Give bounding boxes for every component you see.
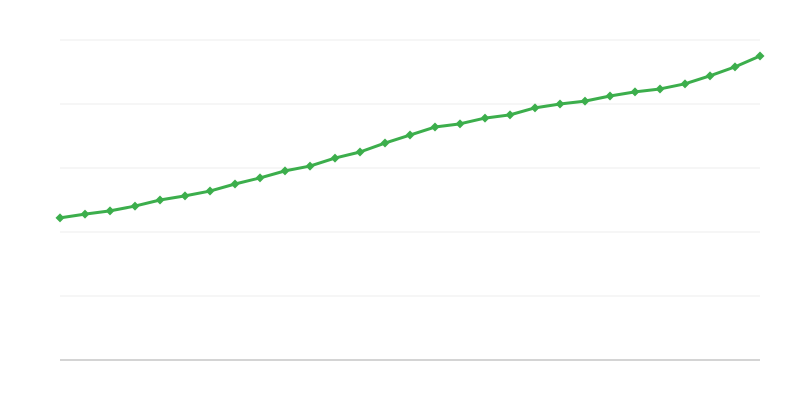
marker: [130, 201, 140, 211]
marker: [555, 99, 565, 109]
marker: [330, 153, 340, 163]
marker: [630, 87, 640, 97]
marker: [530, 103, 540, 113]
marker: [680, 79, 690, 89]
marker: [355, 147, 365, 157]
marker: [655, 84, 665, 94]
marker: [80, 209, 90, 219]
marker: [255, 173, 265, 183]
marker: [405, 130, 415, 140]
marker: [230, 179, 240, 189]
marker: [155, 195, 165, 205]
marker: [305, 161, 315, 171]
marker: [730, 62, 740, 72]
marker: [755, 51, 765, 61]
marker: [705, 71, 715, 81]
marker: [380, 138, 390, 148]
marker: [455, 119, 465, 129]
marker: [205, 186, 215, 196]
marker: [105, 206, 115, 216]
marker: [55, 213, 65, 223]
marker: [280, 166, 290, 176]
marker: [480, 113, 490, 123]
marker: [505, 110, 515, 120]
marker: [430, 122, 440, 132]
marker: [605, 91, 615, 101]
marker: [180, 191, 190, 201]
marker: [580, 96, 590, 106]
